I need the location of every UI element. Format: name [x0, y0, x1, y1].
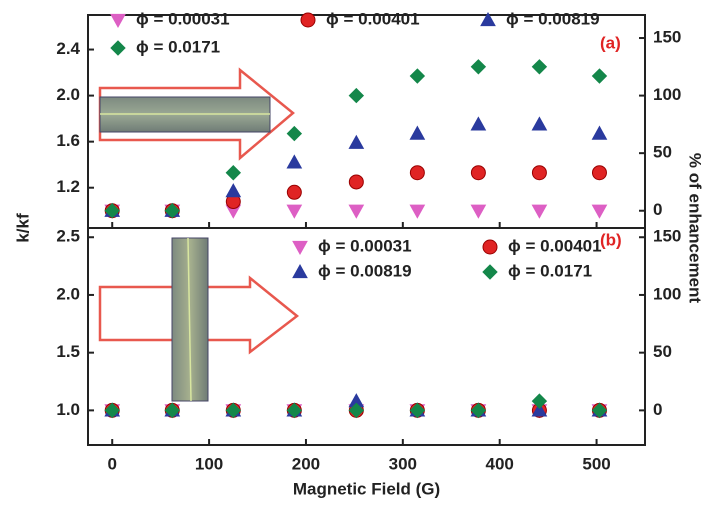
marker [164, 203, 180, 219]
x-tick-label: 100 [195, 454, 223, 473]
y-tick-label: 2.5 [56, 227, 80, 246]
marker [531, 402, 548, 417]
marker [531, 116, 548, 131]
marker [531, 393, 548, 409]
marker [409, 68, 426, 84]
y2-tick-label: 0 [653, 400, 662, 419]
legend-label: ϕ = 0.00819 [318, 261, 412, 280]
marker [591, 204, 608, 219]
y-tick-label: 1.2 [56, 177, 80, 196]
y2-tick-label: 50 [653, 143, 672, 162]
marker [409, 204, 426, 219]
y-tick-label: 1.5 [56, 342, 80, 361]
legend-marker [292, 240, 308, 256]
marker [348, 204, 365, 219]
panel-label: (a) [600, 33, 621, 52]
marker [591, 68, 608, 84]
y-tick-label: 2.4 [56, 39, 80, 58]
x-axis-label: Magnetic Field (G) [293, 479, 440, 498]
legend-marker [482, 264, 498, 280]
marker [225, 183, 242, 198]
y-tick-label: 2.0 [56, 284, 80, 303]
marker [470, 165, 486, 181]
marker [104, 402, 120, 419]
marker [348, 174, 364, 190]
marker [225, 165, 242, 181]
x-tick-label: 300 [389, 454, 417, 473]
marker [286, 154, 303, 169]
legend-marker [292, 263, 308, 279]
legend-label: ϕ = 0.00401 [508, 236, 602, 255]
arrow [98, 67, 295, 161]
marker [104, 203, 120, 219]
marker [164, 402, 180, 419]
marker [531, 204, 548, 219]
marker [286, 204, 303, 219]
arrow [98, 275, 300, 355]
marker [409, 402, 426, 419]
legend-marker [482, 239, 498, 255]
marker [286, 402, 303, 419]
y2-tick-label: 100 [653, 85, 681, 104]
marker [225, 402, 242, 419]
legend-label: ϕ = 0.0171 [508, 261, 592, 280]
plot-frame [87, 227, 646, 446]
marker [591, 402, 608, 419]
y2-tick-label: 0 [653, 200, 662, 219]
y2-axis-label: % of enhancement [686, 153, 705, 304]
inset-fiber [187, 237, 192, 402]
y-axis-label: k/kf [13, 213, 32, 243]
marker [348, 134, 365, 149]
y2-tick-label: 50 [653, 342, 672, 361]
marker [348, 87, 365, 104]
legend-marker [110, 40, 126, 56]
y2-tick-label: 150 [653, 28, 681, 47]
x-tick-label: 400 [486, 454, 514, 473]
legend-marker [300, 12, 316, 28]
legend-label: ϕ = 0.00031 [136, 9, 230, 28]
legend-label: ϕ = 0.00819 [506, 9, 600, 28]
legend-label: ϕ = 0.00401 [326, 9, 420, 28]
marker [470, 204, 487, 219]
legend-label: ϕ = 0.00031 [318, 236, 412, 255]
y-tick-label: 1.6 [56, 131, 80, 150]
y2-tick-label: 100 [653, 284, 681, 303]
y2-tick-label: 150 [653, 227, 681, 246]
marker [591, 125, 608, 140]
marker [470, 402, 487, 419]
marker [286, 184, 302, 200]
x-tick-label: 0 [107, 454, 116, 473]
marker [591, 165, 607, 181]
x-tick-label: 500 [582, 454, 610, 473]
marker [409, 165, 425, 181]
legend-marker [480, 11, 496, 27]
x-tick-label: 200 [292, 454, 320, 473]
marker [531, 59, 548, 75]
marker [470, 59, 487, 75]
y-tick-label: 1.0 [56, 400, 80, 419]
legend-label: ϕ = 0.0171 [136, 37, 220, 56]
marker [531, 165, 547, 181]
panel-label: (b) [600, 230, 622, 249]
y-tick-label: 2.0 [56, 85, 80, 104]
marker [286, 125, 303, 142]
marker [409, 125, 426, 140]
legend-marker [110, 13, 126, 29]
marker [348, 402, 365, 419]
marker [470, 116, 487, 131]
